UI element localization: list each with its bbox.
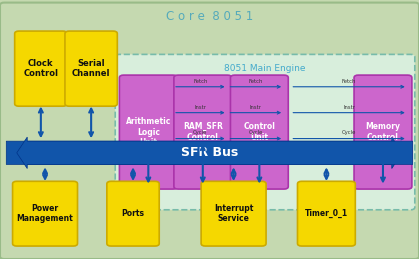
Text: Cycle: Cycle xyxy=(193,131,207,135)
Text: Ports: Ports xyxy=(122,209,145,218)
FancyBboxPatch shape xyxy=(13,181,78,246)
Text: Interrupt
Service: Interrupt Service xyxy=(214,204,253,223)
FancyBboxPatch shape xyxy=(119,75,177,189)
FancyBboxPatch shape xyxy=(65,31,117,106)
Text: Fetch: Fetch xyxy=(342,79,356,84)
FancyBboxPatch shape xyxy=(230,75,288,189)
Text: Instr: Instr xyxy=(343,105,355,110)
Text: Cycle: Cycle xyxy=(342,131,356,135)
FancyBboxPatch shape xyxy=(297,181,355,246)
Text: Memory
Control: Memory Control xyxy=(365,123,401,142)
Text: Serial
Channel: Serial Channel xyxy=(72,59,110,78)
FancyArrow shape xyxy=(6,137,402,169)
Text: 8051 Main Engine: 8051 Main Engine xyxy=(224,64,306,73)
Text: Arithmetic
Logic
Unit: Arithmetic Logic Unit xyxy=(126,117,171,147)
Text: Instr: Instr xyxy=(250,105,262,110)
Text: Cycle: Cycle xyxy=(248,131,263,135)
Text: Instr: Instr xyxy=(194,105,206,110)
Text: SFR Bus: SFR Bus xyxy=(181,146,238,159)
Text: Fetch: Fetch xyxy=(248,79,263,84)
FancyBboxPatch shape xyxy=(354,75,412,189)
FancyBboxPatch shape xyxy=(115,54,415,210)
Text: RAM_SFR
Control: RAM_SFR Control xyxy=(183,122,223,142)
Text: Control
Unit: Control Unit xyxy=(243,123,275,142)
FancyBboxPatch shape xyxy=(107,181,159,246)
Text: Power
Management: Power Management xyxy=(17,204,73,223)
Text: Clock
Control: Clock Control xyxy=(23,59,58,78)
FancyBboxPatch shape xyxy=(174,75,232,189)
FancyBboxPatch shape xyxy=(201,181,266,246)
Text: Fetch: Fetch xyxy=(193,79,207,84)
FancyBboxPatch shape xyxy=(0,3,419,259)
FancyArrow shape xyxy=(17,137,413,169)
FancyBboxPatch shape xyxy=(15,31,67,106)
Text: Timer_0_1: Timer_0_1 xyxy=(305,209,348,218)
Text: C o r e  8 0 5 1: C o r e 8 0 5 1 xyxy=(166,10,253,23)
